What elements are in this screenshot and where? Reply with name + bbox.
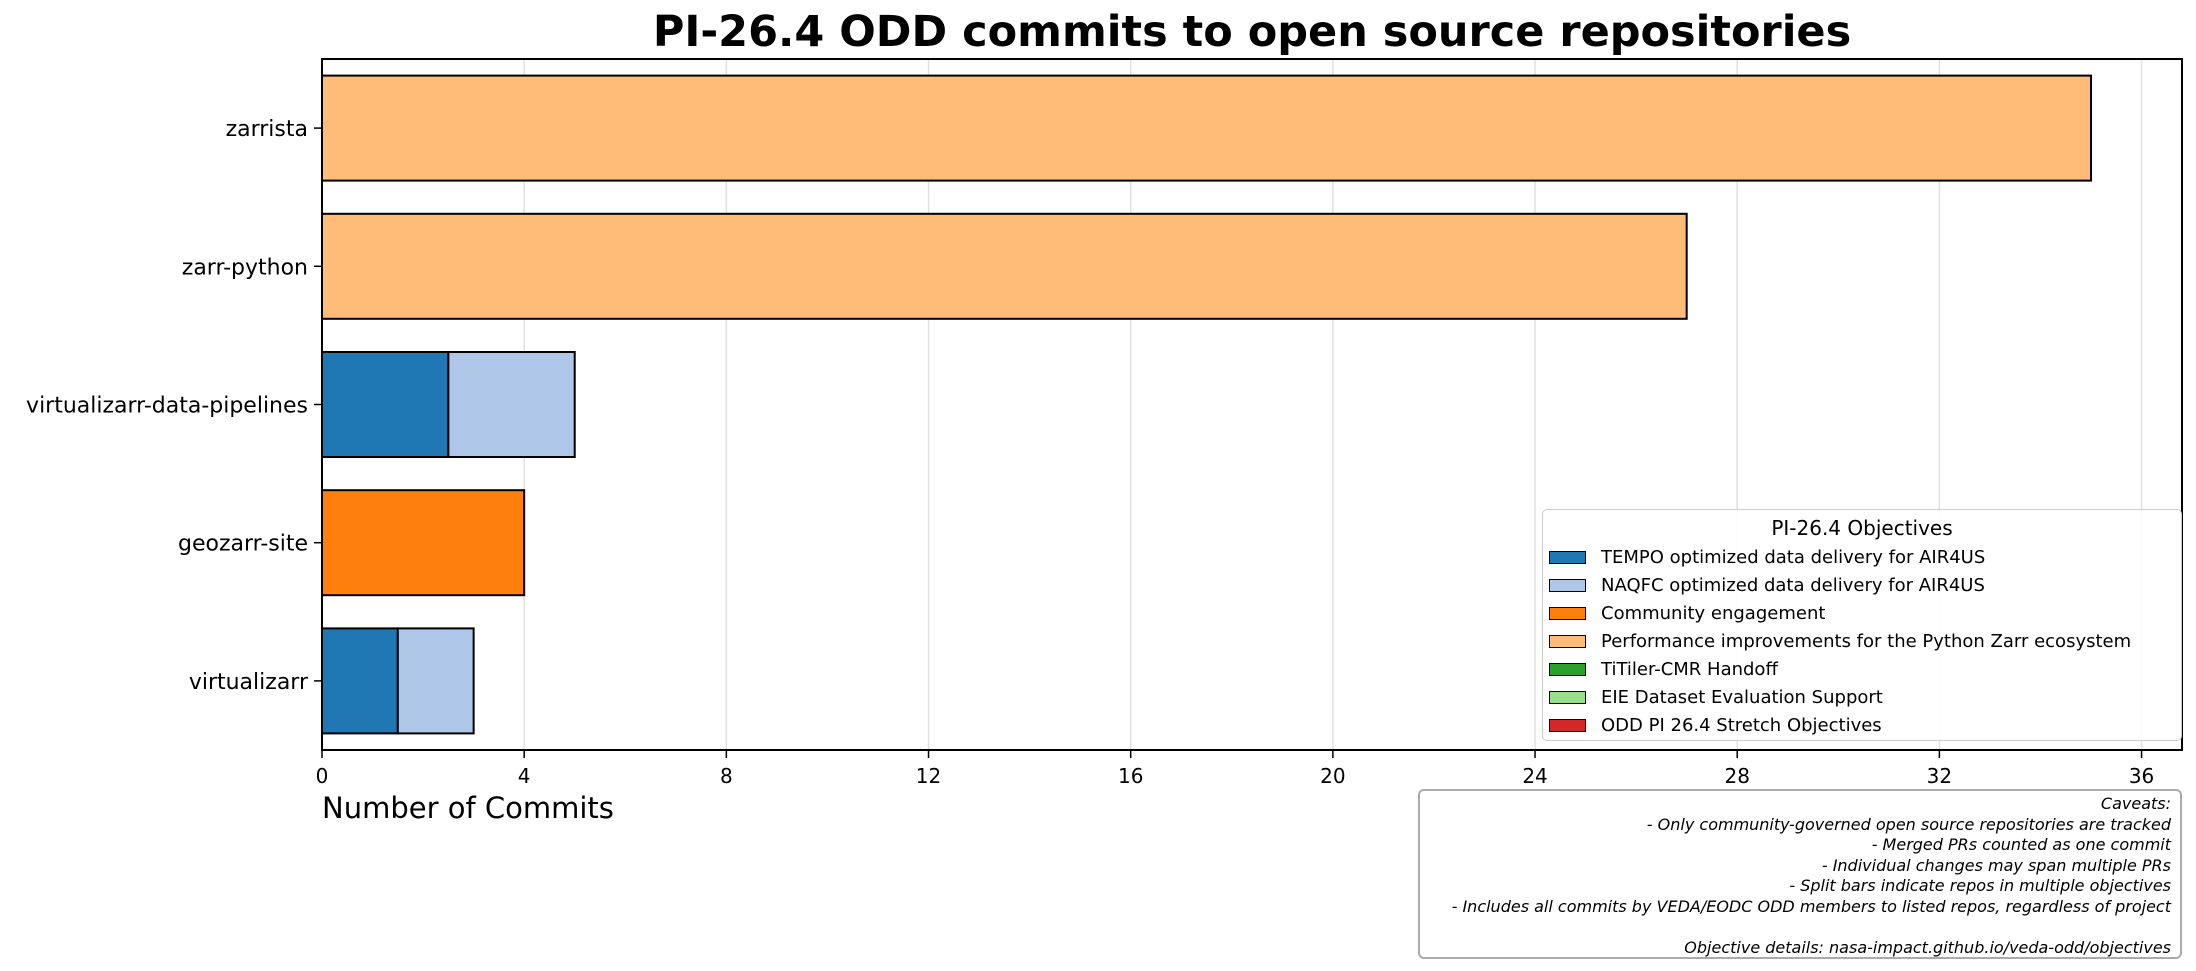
- legend-swatch: [1549, 634, 1586, 648]
- bar-segment: [321, 351, 450, 458]
- legend-item: NAQFC optimized data delivery for AIR4US: [1543, 571, 2181, 599]
- caveats-heading: Caveats:: [2100, 794, 2171, 813]
- legend-label: TiTiler-CMR Handoff: [1601, 658, 1778, 680]
- x-tick-label: 16: [1118, 764, 1143, 788]
- y-tick-label: virtualizarr-data-pipelines: [26, 394, 308, 419]
- legend-item: EIE Dataset Evaluation Support: [1543, 683, 2181, 711]
- caveats-box: Caveats: - Only community-governed open …: [1418, 789, 2182, 959]
- y-tick-label: virtualizarr: [189, 670, 309, 695]
- caveat-line: - Individual changes may span multiple P…: [1821, 855, 2171, 875]
- y-tick-label: geozarr-site: [178, 532, 308, 557]
- legend-swatch: [1549, 690, 1586, 704]
- legend-label: NAQFC optimized data delivery for AIR4US: [1601, 574, 1985, 596]
- legend-swatch: [1549, 606, 1586, 620]
- legend-swatch: [1549, 662, 1586, 676]
- legend-label: EIE Dataset Evaluation Support: [1601, 686, 1883, 708]
- legend-label: ODD PI 26.4 Stretch Objectives: [1601, 714, 1882, 736]
- bar-segment: [396, 627, 475, 735]
- x-tick-label: 36: [2129, 764, 2154, 788]
- bars: [321, 74, 2093, 735]
- x-tick-label: 28: [1724, 764, 1749, 788]
- legend-title: PI-26.4 Objectives: [1771, 516, 1953, 540]
- caveat-spacer: [1429, 917, 2171, 938]
- ticks: 0 4 8 12 16 20 24 28 32 36 zarrista zarr-python virt…: [26, 117, 2154, 788]
- legend-swatch: [1549, 578, 1586, 592]
- caveat-line: - Only community-governed open source re…: [1646, 814, 2171, 834]
- x-tick-label: 24: [1522, 764, 1547, 788]
- x-tick-label: 4: [518, 764, 531, 788]
- x-tick-label: 20: [1320, 764, 1345, 788]
- legend-items: TEMPO optimized data delivery for AIR4US…: [1543, 543, 2181, 739]
- x-tick-label: 8: [720, 764, 733, 788]
- bar-segment: [321, 627, 399, 735]
- x-tick-label: 0: [316, 764, 329, 788]
- legend-item: TiTiler-CMR Handoff: [1543, 655, 2181, 683]
- legend-swatch: [1549, 718, 1586, 732]
- bar-segment: [321, 489, 526, 597]
- chart-title: PI-26.4 ODD commits to open source repos…: [652, 7, 1852, 57]
- x-tick-label: 32: [1927, 764, 1952, 788]
- y-tick-label: zarrista: [226, 117, 308, 142]
- legend-label: Performance improvements for the Python …: [1601, 630, 2132, 652]
- legend-item: Performance improvements for the Python …: [1543, 627, 2181, 655]
- legend-label: TEMPO optimized data delivery for AIR4US: [1601, 546, 1986, 568]
- caveat-line: - Split bars indicate repos in multiple …: [1789, 876, 2171, 895]
- legend-label: Community engagement: [1601, 602, 1826, 624]
- bar-segment: [447, 351, 576, 458]
- x-tick-label: 12: [916, 764, 941, 788]
- bar-segment: [321, 212, 1688, 320]
- caveat-details: Objective details: nasa-impact.github.io…: [1684, 937, 2171, 957]
- caveat-line: - Includes all commits by VEDA/EODC ODD …: [1451, 896, 2171, 916]
- legend-item: ODD PI 26.4 Stretch Objectives: [1543, 711, 2181, 739]
- legend-item: Community engagement: [1543, 599, 2181, 627]
- legend-item: TEMPO optimized data delivery for AIR4US: [1543, 543, 2181, 571]
- legend-swatch: [1549, 550, 1586, 564]
- caveat-line: - Merged PRs counted as one commit: [1871, 835, 2171, 854]
- y-tick-label: zarr-python: [182, 255, 308, 280]
- x-axis-label: Number of Commits: [322, 791, 614, 825]
- bar-segment: [321, 74, 2093, 182]
- legend: PI-26.4 Objectives TEMPO optimized data …: [1542, 509, 2182, 741]
